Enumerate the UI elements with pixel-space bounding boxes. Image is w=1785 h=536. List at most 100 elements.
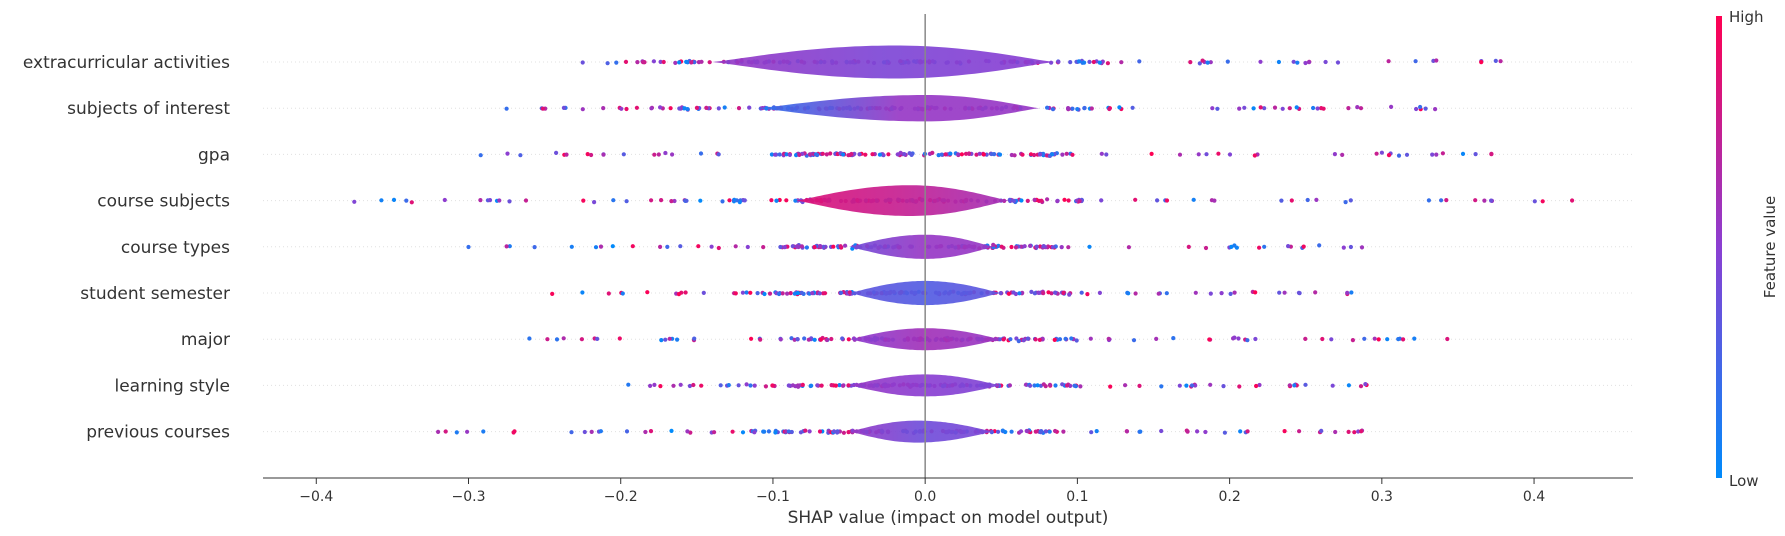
shap-dot <box>694 105 700 110</box>
shap-dot <box>1188 60 1193 65</box>
shap-dot <box>1236 336 1241 341</box>
x-tick-label: 0.2 <box>1218 489 1240 505</box>
shap-dot <box>1124 429 1130 434</box>
shap-dot <box>788 291 793 296</box>
shap-dot <box>1007 383 1013 388</box>
shap-dot <box>624 106 629 112</box>
shap-dot <box>648 383 653 388</box>
shap-dot <box>1077 199 1082 204</box>
shap-dot <box>1075 107 1080 112</box>
shap-dot <box>1000 428 1005 433</box>
shap-dot <box>1295 60 1300 65</box>
shap-dot <box>1061 429 1066 434</box>
feature-label: student semester <box>80 284 230 304</box>
shap-dot <box>1012 153 1017 158</box>
shap-dot <box>1050 152 1055 157</box>
shap-dot <box>959 152 965 157</box>
shap-dot <box>956 152 961 157</box>
shap-dot <box>1257 382 1262 388</box>
shap-dot <box>663 150 668 156</box>
shap-dot <box>436 429 441 434</box>
shap-dot <box>996 429 1001 434</box>
shap-dot <box>1041 244 1046 249</box>
shap-dot <box>1482 198 1487 203</box>
shap-dot <box>634 105 640 110</box>
shap-dot <box>1131 338 1137 343</box>
shap-dot <box>707 60 712 65</box>
shap-dot <box>585 152 590 157</box>
shap-dot <box>1009 244 1014 250</box>
shap-dot <box>561 105 567 110</box>
shap-dot <box>799 244 805 249</box>
shap-dot <box>1401 337 1406 342</box>
shap-dot <box>1301 244 1306 249</box>
shap-dot <box>806 337 811 342</box>
shap-dot <box>1130 105 1135 110</box>
shap-dot <box>665 244 670 249</box>
shap-dot <box>532 245 537 250</box>
shap-dot <box>1089 430 1094 435</box>
shap-dot <box>784 198 789 203</box>
shap-dot <box>1154 336 1159 341</box>
shap-dot <box>1242 105 1247 110</box>
shap-dot <box>1137 383 1142 388</box>
shap-dot <box>1215 106 1220 111</box>
shap-dot <box>659 198 664 203</box>
shap-dot <box>442 197 447 203</box>
shap-dot <box>1032 197 1037 202</box>
feature-label: course types <box>121 238 230 258</box>
shap-dot <box>698 198 703 203</box>
shap-dot <box>786 383 791 388</box>
shap-dot <box>1193 290 1198 295</box>
shap-dot <box>794 153 799 158</box>
shap-dot <box>1011 198 1017 203</box>
shap-dot <box>1184 383 1189 388</box>
shap-dot <box>833 383 839 388</box>
shap-dot <box>1022 244 1027 249</box>
shap-dot <box>1020 152 1025 157</box>
shap-dot <box>1079 290 1084 295</box>
shap-dot <box>677 60 682 65</box>
shap-dot <box>1434 152 1439 157</box>
shap-dot <box>670 152 675 157</box>
shap-dot <box>803 428 808 433</box>
shap-dot <box>989 430 994 435</box>
shap-dot <box>820 151 825 156</box>
shap-dot <box>1340 152 1345 157</box>
shap-dot <box>1359 245 1365 250</box>
shap-dot <box>1023 382 1029 387</box>
shap-dot <box>1372 336 1377 341</box>
colorbar: High Low Feature value <box>1716 8 1779 490</box>
shap-dot <box>1253 336 1258 342</box>
shap-dot <box>1363 382 1368 387</box>
shap-dot <box>1045 105 1050 110</box>
shap-dot <box>1076 59 1082 64</box>
shap-dot <box>699 59 704 64</box>
shap-dot <box>645 290 650 295</box>
shap-dot <box>1374 151 1379 156</box>
shap-dot <box>1203 429 1208 435</box>
shap-dot <box>807 152 813 157</box>
shap-dot <box>763 384 769 389</box>
shap-dot <box>782 245 787 250</box>
shap-dot <box>1227 152 1233 157</box>
feature-labels: extracurricular activities subjects of in… <box>23 53 230 443</box>
shap-dot <box>678 244 683 249</box>
shap-dot <box>658 59 663 64</box>
shap-dot <box>569 244 574 249</box>
shap-dot <box>661 59 666 65</box>
shap-dot <box>1225 59 1230 64</box>
shap-dot <box>1286 244 1291 249</box>
shap-dot <box>863 152 868 157</box>
shap-dot <box>1087 59 1092 64</box>
shap-dot <box>1034 244 1039 249</box>
shap-dot <box>1362 336 1367 341</box>
shap-dot <box>1070 152 1075 157</box>
shap-dot <box>1254 383 1259 389</box>
shap-dot <box>1007 197 1012 202</box>
shap-dot <box>732 197 737 202</box>
shap-dot <box>817 429 823 434</box>
shap-dot <box>593 245 599 250</box>
shap-dot <box>701 290 706 295</box>
shap-dot <box>1013 245 1019 250</box>
